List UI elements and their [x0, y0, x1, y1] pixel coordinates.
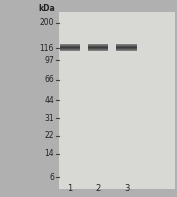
Bar — [88, 49, 108, 50]
Bar — [88, 44, 108, 45]
Text: 22: 22 — [44, 131, 54, 140]
Bar — [116, 46, 137, 47]
Bar — [60, 49, 80, 50]
Bar — [116, 45, 137, 46]
Bar — [60, 46, 80, 47]
Text: 3: 3 — [124, 184, 129, 193]
Bar — [116, 48, 137, 49]
Bar — [60, 47, 80, 48]
Text: 31: 31 — [44, 114, 54, 123]
Text: 116: 116 — [40, 44, 54, 53]
Bar — [88, 48, 108, 49]
Bar — [116, 49, 137, 50]
Bar — [60, 50, 80, 51]
Bar — [60, 48, 80, 49]
Text: 66: 66 — [44, 75, 54, 84]
Bar — [116, 49, 137, 50]
Text: 2: 2 — [96, 184, 101, 193]
Text: 44: 44 — [44, 96, 54, 105]
Bar — [88, 45, 108, 46]
Text: 97: 97 — [44, 56, 54, 65]
Bar — [88, 46, 108, 47]
Bar — [59, 12, 175, 189]
Bar — [88, 50, 108, 51]
Text: 1: 1 — [67, 184, 73, 193]
Bar — [116, 50, 137, 51]
Text: 14: 14 — [44, 149, 54, 158]
Bar — [116, 44, 137, 45]
Bar — [116, 47, 137, 48]
Bar — [88, 49, 108, 50]
Bar — [60, 45, 80, 46]
Bar — [60, 44, 80, 45]
Text: 200: 200 — [39, 18, 54, 27]
Bar — [60, 49, 80, 50]
Text: 6: 6 — [49, 173, 54, 182]
Bar — [88, 47, 108, 48]
Text: kDa: kDa — [38, 4, 55, 13]
